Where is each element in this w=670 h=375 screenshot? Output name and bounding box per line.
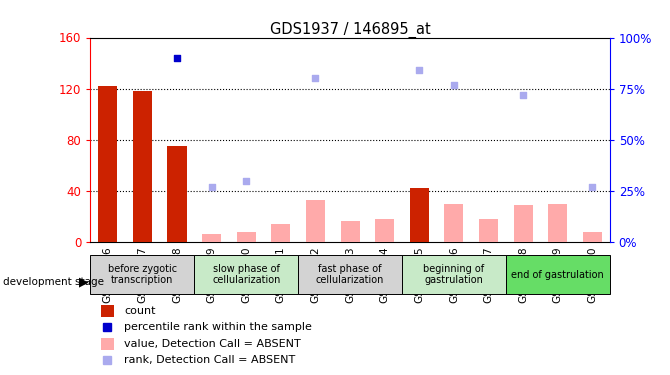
- Bar: [506, 255, 610, 294]
- Text: count: count: [125, 306, 156, 316]
- Bar: [133, 91, 152, 242]
- Point: [587, 184, 598, 190]
- Bar: [402, 255, 506, 294]
- Bar: [444, 204, 464, 242]
- Text: percentile rank within the sample: percentile rank within the sample: [125, 322, 312, 332]
- Bar: [340, 221, 360, 242]
- Bar: [306, 200, 325, 242]
- Bar: [90, 255, 194, 294]
- Bar: [98, 86, 117, 242]
- Text: before zygotic
transcription: before zygotic transcription: [108, 264, 177, 285]
- Bar: [548, 204, 567, 242]
- Text: value, Detection Call = ABSENT: value, Detection Call = ABSENT: [125, 339, 302, 349]
- Text: fast phase of
cellularization: fast phase of cellularization: [316, 264, 385, 285]
- Text: ▶: ▶: [79, 276, 88, 288]
- Bar: [202, 234, 221, 242]
- Bar: [479, 219, 498, 242]
- Text: beginning of
gastrulation: beginning of gastrulation: [423, 264, 484, 285]
- Point: [310, 75, 321, 81]
- Bar: [168, 146, 186, 242]
- Bar: [101, 305, 114, 317]
- Text: development stage: development stage: [3, 277, 105, 287]
- Point: [206, 184, 217, 190]
- Text: end of gastrulation: end of gastrulation: [511, 270, 604, 280]
- Bar: [410, 188, 429, 242]
- Bar: [514, 205, 533, 242]
- Bar: [298, 255, 402, 294]
- Point: [518, 92, 529, 98]
- Point: [241, 178, 252, 184]
- Bar: [583, 232, 602, 242]
- Text: rank, Detection Call = ABSENT: rank, Detection Call = ABSENT: [125, 355, 295, 365]
- Point: [137, 4, 147, 10]
- Point: [449, 81, 460, 87]
- Title: GDS1937 / 146895_at: GDS1937 / 146895_at: [270, 21, 430, 38]
- Point: [414, 67, 425, 73]
- Point: [172, 55, 182, 61]
- Bar: [101, 338, 114, 350]
- Point: [103, 0, 113, 2]
- Bar: [271, 224, 290, 242]
- Bar: [237, 232, 256, 242]
- Bar: [375, 219, 394, 242]
- Text: slow phase of
cellularization: slow phase of cellularization: [212, 264, 281, 285]
- Bar: [194, 255, 298, 294]
